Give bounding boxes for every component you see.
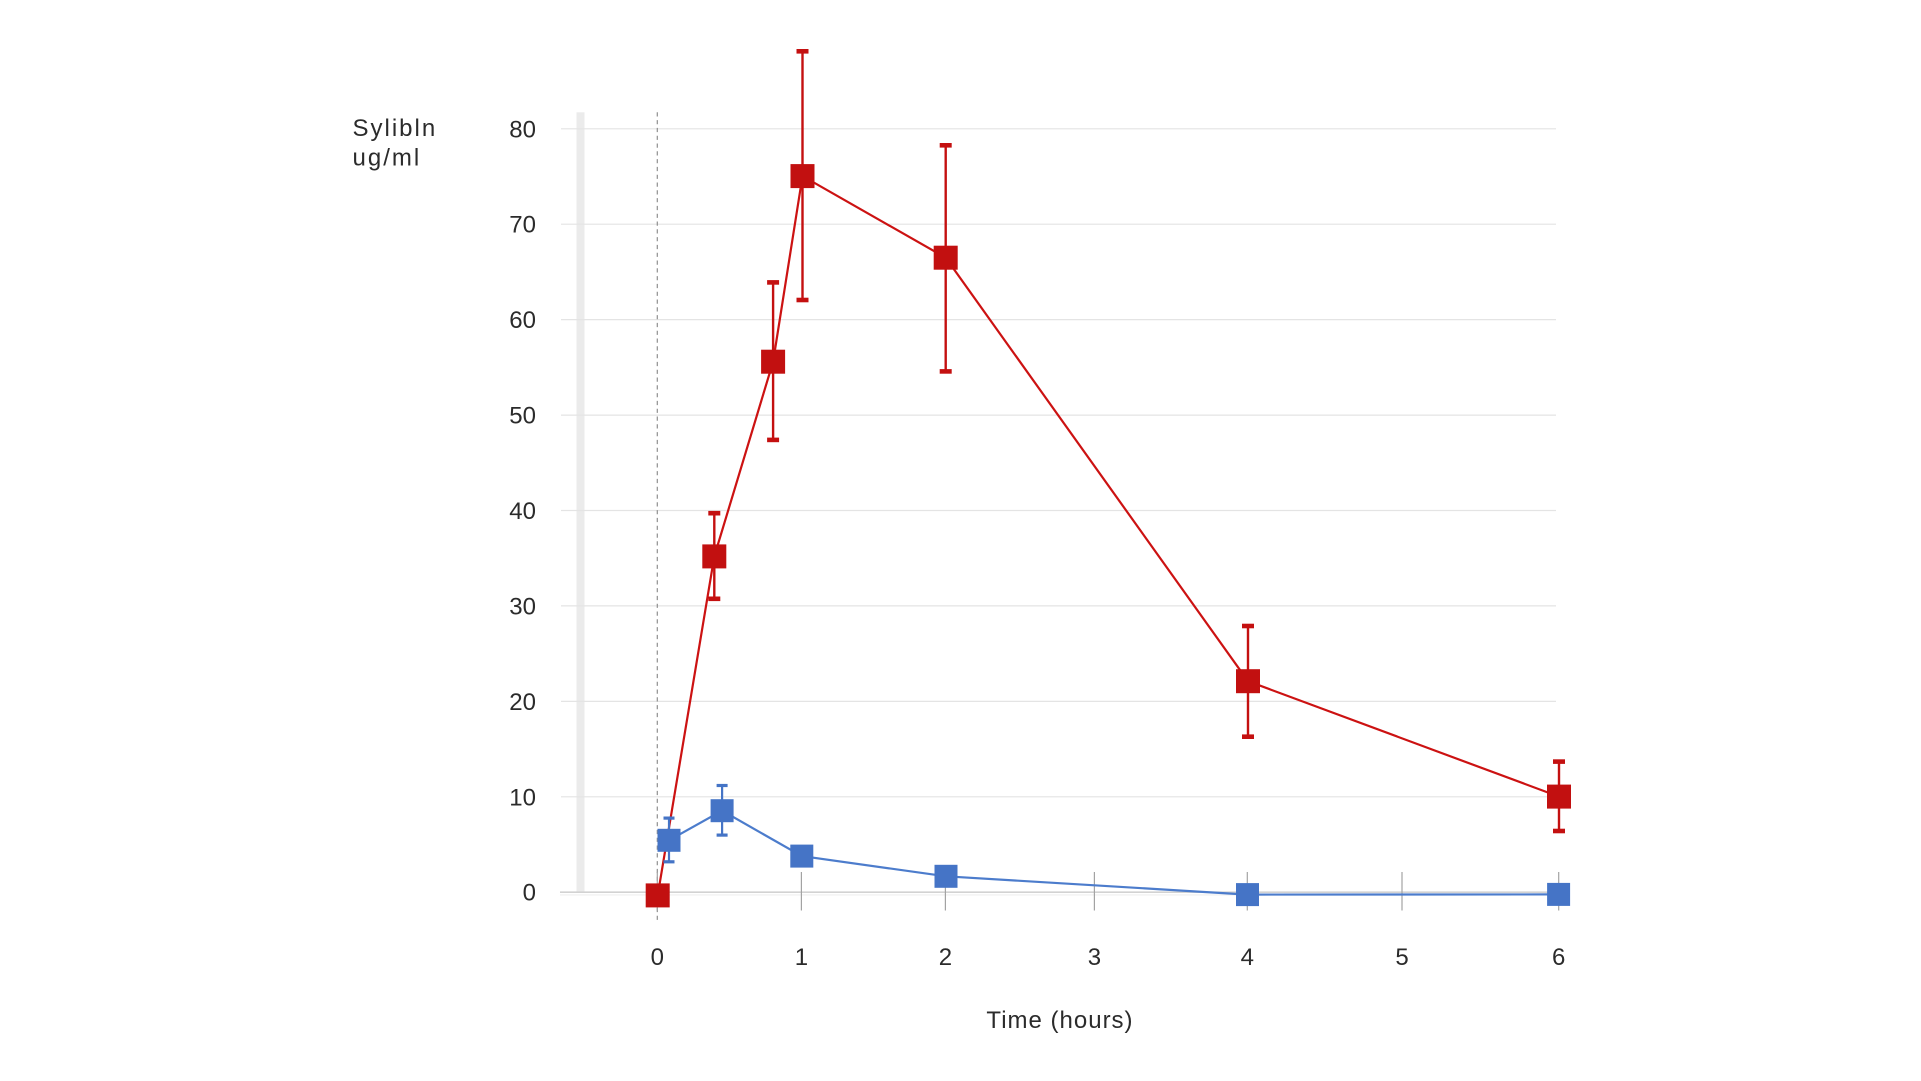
svg-text:1: 1 bbox=[795, 944, 808, 971]
svg-text:6: 6 bbox=[1552, 944, 1565, 971]
svg-text:80: 80 bbox=[509, 116, 536, 143]
svg-text:3: 3 bbox=[1088, 944, 1101, 971]
svg-text:60: 60 bbox=[509, 307, 536, 334]
svg-text:0: 0 bbox=[523, 880, 536, 907]
svg-text:40: 40 bbox=[509, 498, 536, 525]
svg-text:0: 0 bbox=[651, 944, 664, 971]
svg-text:5: 5 bbox=[1395, 944, 1408, 971]
svg-text:2: 2 bbox=[939, 944, 952, 971]
svg-text:10: 10 bbox=[509, 784, 536, 811]
svg-text:50: 50 bbox=[509, 403, 536, 430]
svg-text:Sylibln: Sylibln bbox=[353, 115, 438, 142]
svg-text:Time (hours): Time (hours) bbox=[986, 1007, 1133, 1034]
svg-text:4: 4 bbox=[1241, 944, 1254, 971]
svg-text:20: 20 bbox=[509, 689, 536, 716]
svg-text:30: 30 bbox=[509, 593, 536, 620]
svg-text:ug/ml: ug/ml bbox=[353, 145, 422, 172]
svg-text:70: 70 bbox=[509, 212, 536, 239]
